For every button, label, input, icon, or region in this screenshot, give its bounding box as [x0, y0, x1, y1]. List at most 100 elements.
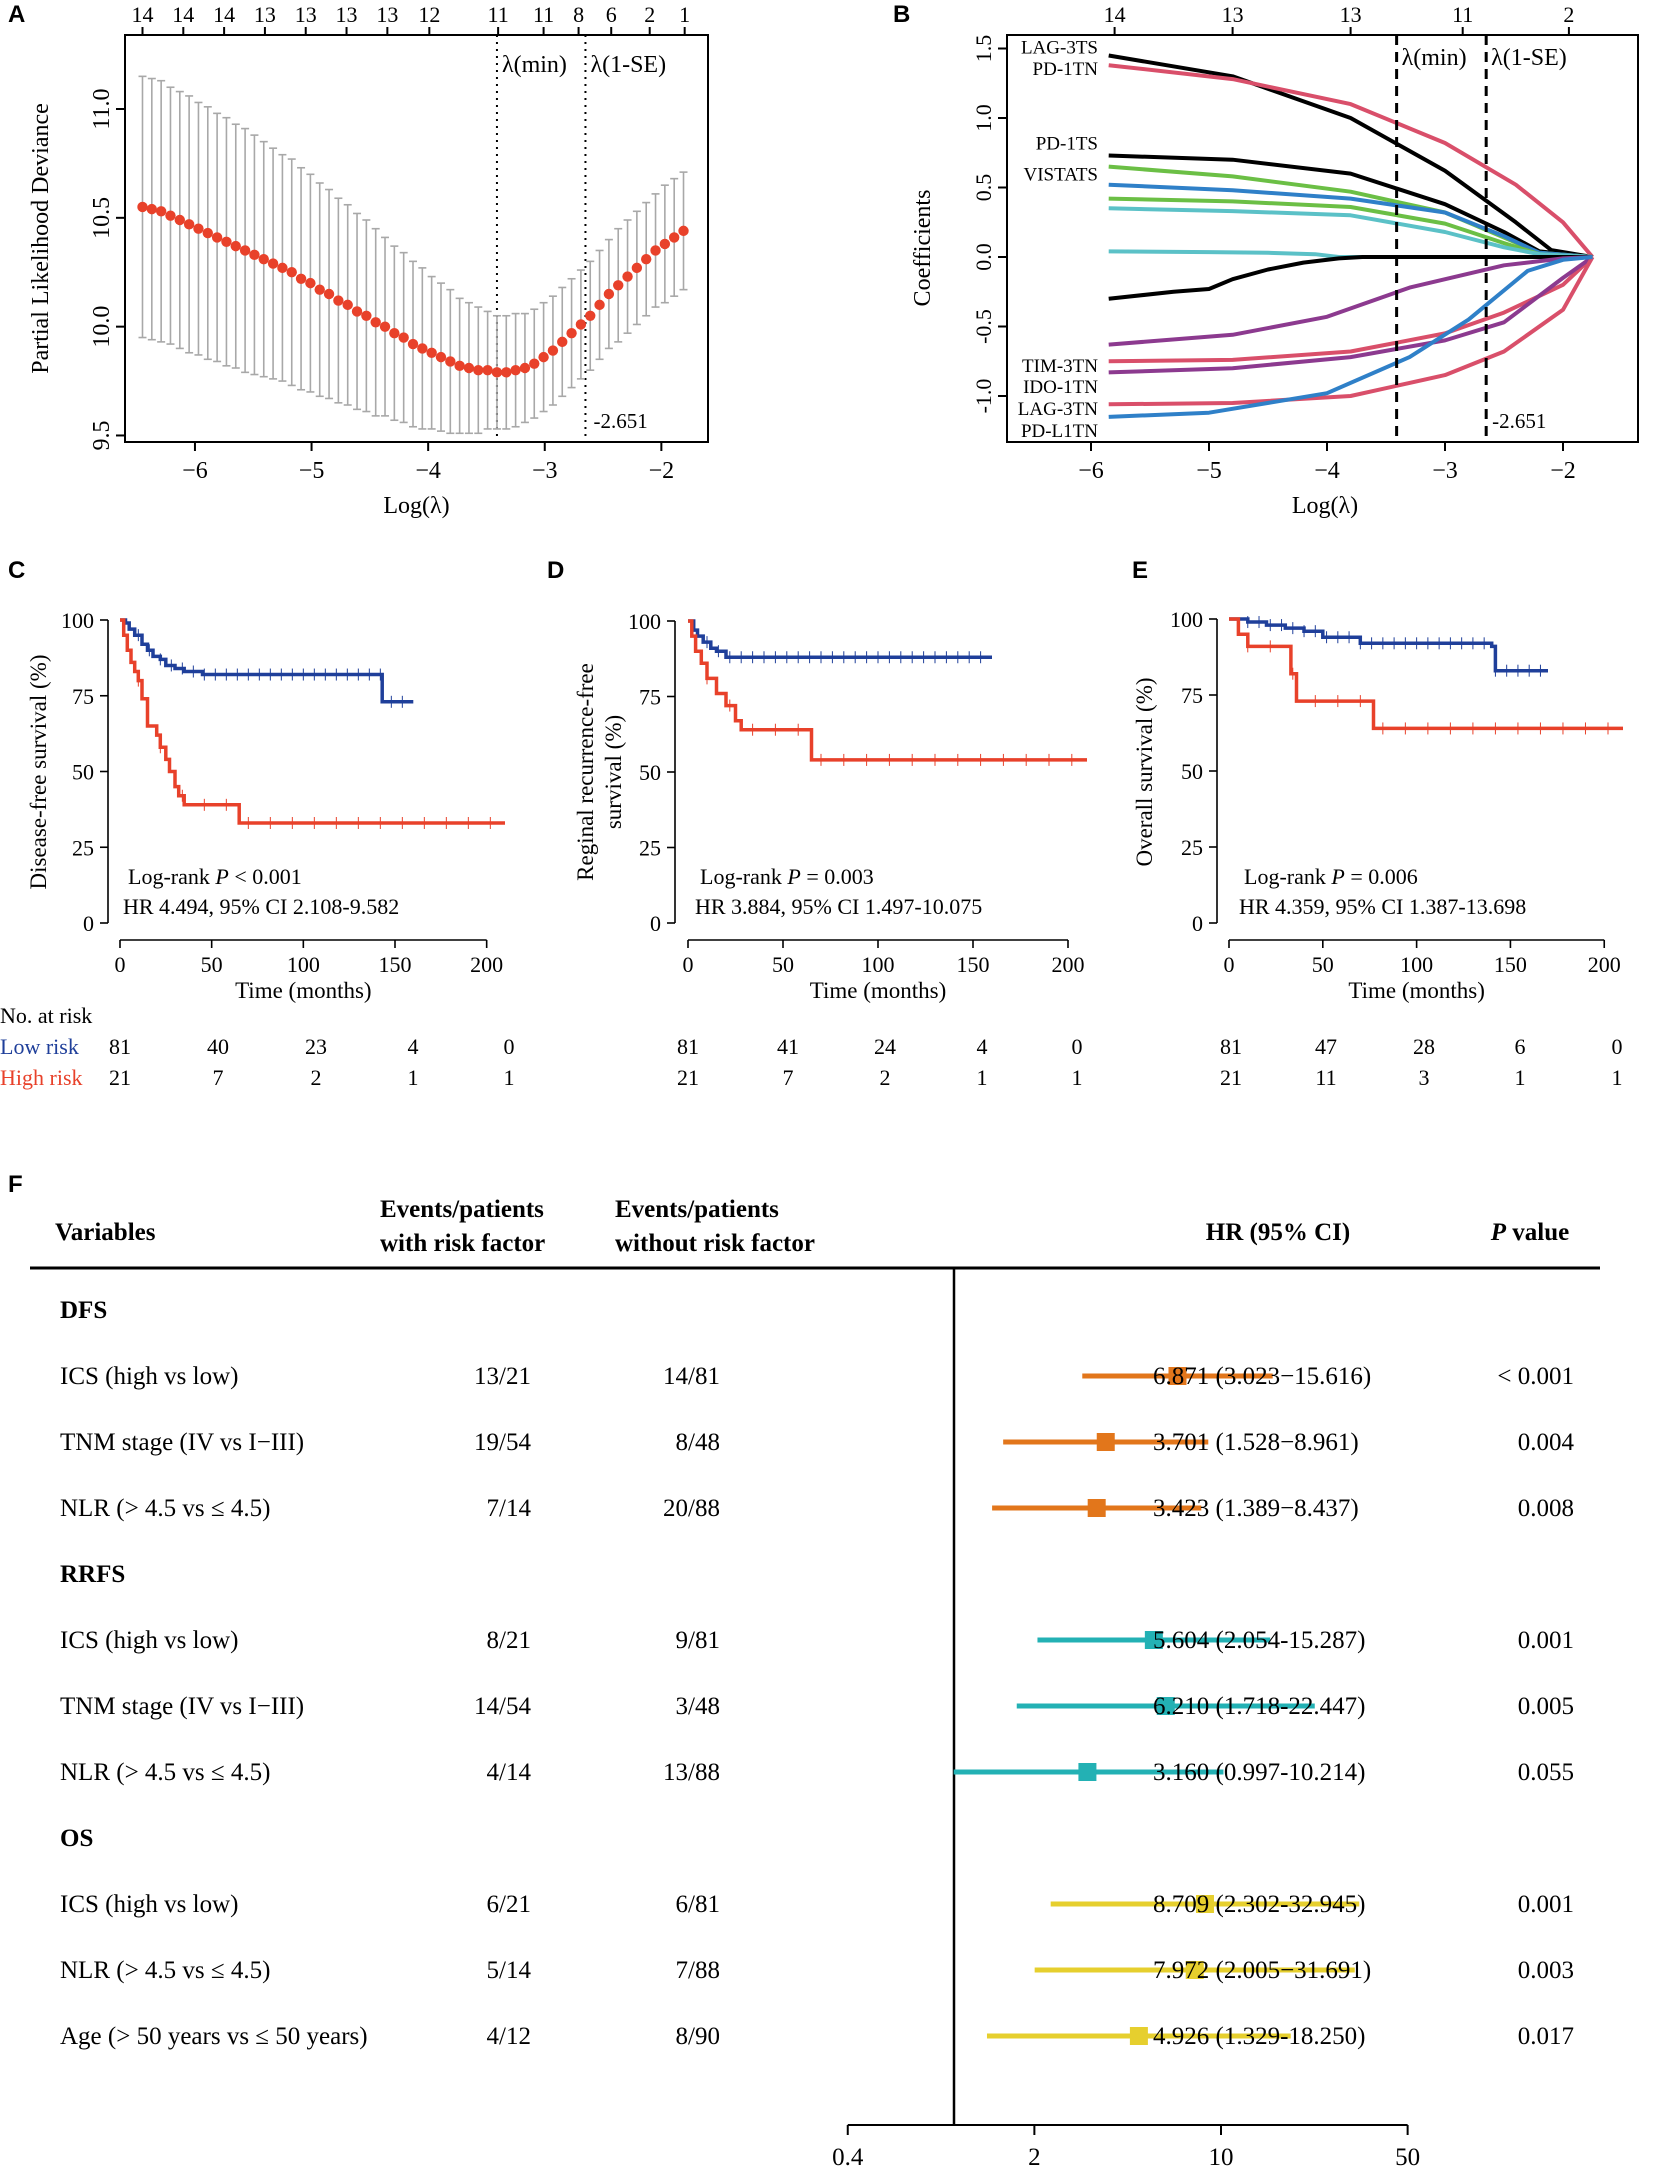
risk-count: 23 — [305, 1034, 327, 1059]
risk-count: 40 — [207, 1034, 229, 1059]
top-tick-label: 13 — [1340, 2, 1362, 27]
row-events-without: 8/90 — [676, 2023, 720, 2050]
risk-row-high-name: High risk — [0, 1065, 83, 1090]
lambda-annotation: -2.651 — [1492, 409, 1546, 433]
forest-row: NLR (> 4.5 vs ≤ 4.5) 5/14 7/88 7.972 (2.005… — [60, 1957, 1574, 1984]
y-tick-label: 9.5 — [89, 420, 115, 450]
x-axis-title: Log(λ) — [383, 493, 449, 519]
risk-count: 1 — [1072, 1065, 1083, 1090]
top-tick-label: 12 — [418, 2, 440, 27]
high-risk-curve — [1229, 617, 1623, 731]
deviance-point — [547, 345, 559, 356]
y-tick-label: 0 — [83, 911, 94, 936]
coef-path-9 — [1108, 255, 1593, 301]
deviance-point — [155, 206, 167, 217]
panel-d: D 0 25 50 75 100 0 50 100 150 200 Time (months) Regi… — [547, 557, 1087, 1090]
x-tick-label: −2 — [1550, 458, 1576, 484]
y-tick-label: 11.0 — [89, 88, 115, 129]
y-axis-title: survival (%) — [601, 715, 626, 829]
y-tick-label: 0.5 — [971, 174, 996, 202]
risk-count: 21 — [677, 1065, 699, 1090]
y-tick-label: 10.5 — [89, 197, 115, 239]
deviance-point — [585, 310, 596, 321]
plot-frame — [124, 34, 709, 443]
top-tick-label: 11 — [533, 2, 554, 27]
deviance-point — [174, 214, 186, 226]
x-tick-label: 150 — [1494, 952, 1527, 977]
forest-row: ICS (high vs low) 8/21 9/81 5.604 (2.054-15… — [60, 1627, 1574, 1654]
deviance-point — [398, 332, 409, 343]
x-tick-label: −2 — [649, 458, 675, 484]
x-tick-label: 0 — [683, 952, 694, 977]
top-tick-label: 1 — [679, 2, 690, 27]
panel-label-b: B — [893, 1, 910, 28]
x-tick-label: 150 — [957, 952, 990, 977]
y-tick-label: 100 — [1170, 607, 1203, 632]
logrank-prefix: Log-rank — [128, 864, 215, 889]
x-tick-label: 200 — [470, 952, 503, 977]
deviance-point — [613, 280, 624, 291]
risk-row-low-name: Low risk — [0, 1034, 79, 1059]
deviance-point — [389, 327, 400, 339]
hr-marker — [1096, 1433, 1115, 1451]
row-events-with: 4/14 — [487, 1759, 532, 1786]
deviance-point — [258, 253, 269, 265]
y-tick-label: 50 — [639, 760, 661, 785]
deviance-point — [594, 299, 605, 311]
risk-count: 7 — [783, 1065, 794, 1090]
row-events-without: 13/88 — [663, 1759, 720, 1786]
top-tick-label: 13 — [295, 2, 317, 27]
lambda-annotation: -2.651 — [593, 409, 647, 433]
deviance-point — [454, 360, 465, 372]
risk-count: 21 — [1220, 1065, 1242, 1090]
row-pvalue: 0.004 — [1518, 1429, 1575, 1456]
deviance-point — [193, 223, 204, 234]
header-without-1: Events/patients — [615, 1196, 779, 1223]
hr-marker — [1168, 1367, 1187, 1385]
deviance-point — [417, 343, 428, 354]
panel-f: F Variables Events/patients with risk facto… — [8, 1171, 1600, 2171]
risk-count: 0 — [1612, 1034, 1623, 1059]
x-axis-title: Time (months) — [235, 978, 372, 1003]
risk-count: 41 — [777, 1034, 799, 1059]
lambda-min-label: λ(min) — [1402, 45, 1467, 71]
hr-text: HR 4.494, 95% CI 2.108-9.582 — [123, 894, 399, 919]
header-hr: HR (95% CI) — [1206, 1219, 1350, 1246]
row-variable: TNM stage (IV vs I−III) — [60, 1429, 304, 1456]
group-heading-os: OS — [60, 1825, 93, 1852]
x-tick-label: −6 — [1078, 458, 1104, 484]
coef-label: LAG-3TS — [1021, 37, 1098, 58]
deviance-point — [445, 356, 456, 367]
y-tick-label: -0.5 — [971, 309, 996, 344]
y-tick-label: 50 — [72, 760, 94, 785]
deviance-point — [305, 277, 316, 289]
x-tick-label: −3 — [532, 458, 558, 484]
row-hr-ci: 3.160 (0.997-10.214) — [1153, 1759, 1365, 1786]
deviance-point — [659, 238, 671, 250]
hr-marker — [1185, 1961, 1204, 1979]
hr-marker — [1144, 1631, 1163, 1649]
top-tick-label: 8 — [573, 2, 584, 27]
x-tick-label: 50 — [772, 952, 794, 977]
risk-count: 47 — [1315, 1034, 1337, 1059]
row-events-with: 13/21 — [474, 1363, 531, 1390]
top-tick-label: 14 — [172, 2, 194, 27]
deviance-point — [678, 225, 689, 237]
row-hr-ci: 7.972 (2.005−31.691) — [1153, 1957, 1371, 1984]
hr-marker — [1078, 1763, 1097, 1781]
y-tick-label: 10.0 — [89, 306, 115, 348]
coef-label: PD-L1TN — [1021, 421, 1098, 442]
deviance-point — [538, 351, 549, 363]
y-tick-label: 1.5 — [971, 35, 996, 63]
top-tick-label: 13 — [376, 2, 398, 27]
row-events-with: 6/21 — [487, 1891, 531, 1918]
deviance-point — [333, 295, 344, 306]
deviance-point — [277, 262, 288, 274]
deviance-point — [473, 364, 484, 376]
row-variable: ICS (high vs low) — [60, 1363, 238, 1390]
row-pvalue: 0.017 — [1518, 2023, 1574, 2050]
risk-table-heading: No. at risk — [0, 1003, 92, 1028]
low-risk-curve — [120, 618, 414, 704]
